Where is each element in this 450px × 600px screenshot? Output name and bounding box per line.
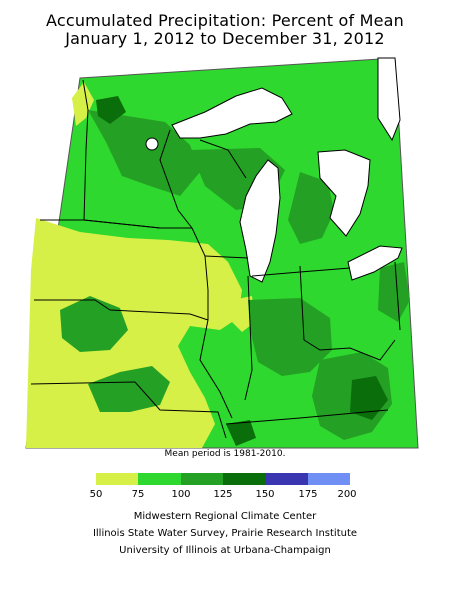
legend-swatch-175-200	[307, 473, 350, 485]
wet-area-indiana	[248, 298, 332, 376]
dry-area-lake-region	[228, 296, 255, 332]
wet-area-ohio	[378, 262, 410, 322]
border-ky-tn	[225, 409, 389, 425]
wet-area-missouri	[88, 366, 170, 412]
credit-line: University of Illinois at Urbana-Champai…	[119, 545, 331, 556]
legend-tick: 175	[298, 489, 318, 500]
mean-period-note: Mean period is 1981-2010.	[164, 449, 286, 459]
wet-area-minnesota	[88, 110, 200, 196]
legend-tick: 150	[255, 489, 275, 500]
border-ia-mo	[109, 309, 209, 321]
credit-line: Midwestern Regional Climate Center	[133, 511, 317, 522]
border-mn-ia	[83, 219, 192, 229]
lake-island	[145, 137, 159, 151]
lake-michigan	[239, 159, 281, 283]
border-mn-wi	[159, 129, 193, 229]
border-ne-ks	[34, 299, 111, 311]
legend-swatch-100-125	[180, 473, 223, 485]
legend-swatch-50-75	[96, 473, 139, 485]
legend-swatch-125-150	[222, 473, 266, 485]
border-oh-pa	[394, 261, 401, 331]
very-wet-area-kentucky	[350, 376, 388, 420]
very-wet-area-tn	[226, 420, 256, 446]
border-in-oh	[299, 265, 305, 341]
legend-swatch-150-175	[265, 473, 308, 485]
border-oh-ky	[303, 339, 396, 361]
wet-area-michigan	[288, 172, 334, 244]
color-legend	[96, 473, 350, 485]
credit-line: Illinois State Water Survey, Prairie Res…	[92, 528, 358, 539]
dry-area-north-nd	[72, 82, 94, 126]
legend-tick: 50	[89, 489, 103, 500]
state-borders	[30, 79, 401, 439]
border-mo-ar	[134, 381, 227, 439]
legend-tick: 200	[337, 489, 357, 500]
border-wi-il	[204, 255, 249, 259]
map-subtitle: January 1, 2012 to December 31, 2012	[65, 29, 385, 48]
border-nd-mn	[82, 79, 89, 221]
border-ks-ok	[30, 381, 136, 385]
map-title: Accumulated Precipitation: Percent of Me…	[45, 11, 404, 30]
legend-ticks: 50 75 100 125 150 175 200	[0, 489, 450, 503]
border-wi-mi	[199, 139, 247, 179]
border-mo-il	[199, 319, 233, 419]
dry-area-west	[26, 218, 242, 448]
legend-swatch-75-100	[138, 473, 181, 485]
border-in-mi	[251, 267, 351, 277]
border-ia-il	[191, 227, 209, 320]
lake-ontario-edge	[377, 57, 401, 142]
legend-tick: 125	[213, 489, 233, 500]
legend-tick: 75	[131, 489, 145, 500]
lake-huron	[317, 149, 371, 237]
very-wet-area-minnesota	[96, 96, 126, 124]
lake-erie	[347, 245, 403, 281]
border-il-in	[244, 275, 253, 401]
lake-superior	[171, 87, 293, 139]
legend-tick: 100	[171, 489, 191, 500]
